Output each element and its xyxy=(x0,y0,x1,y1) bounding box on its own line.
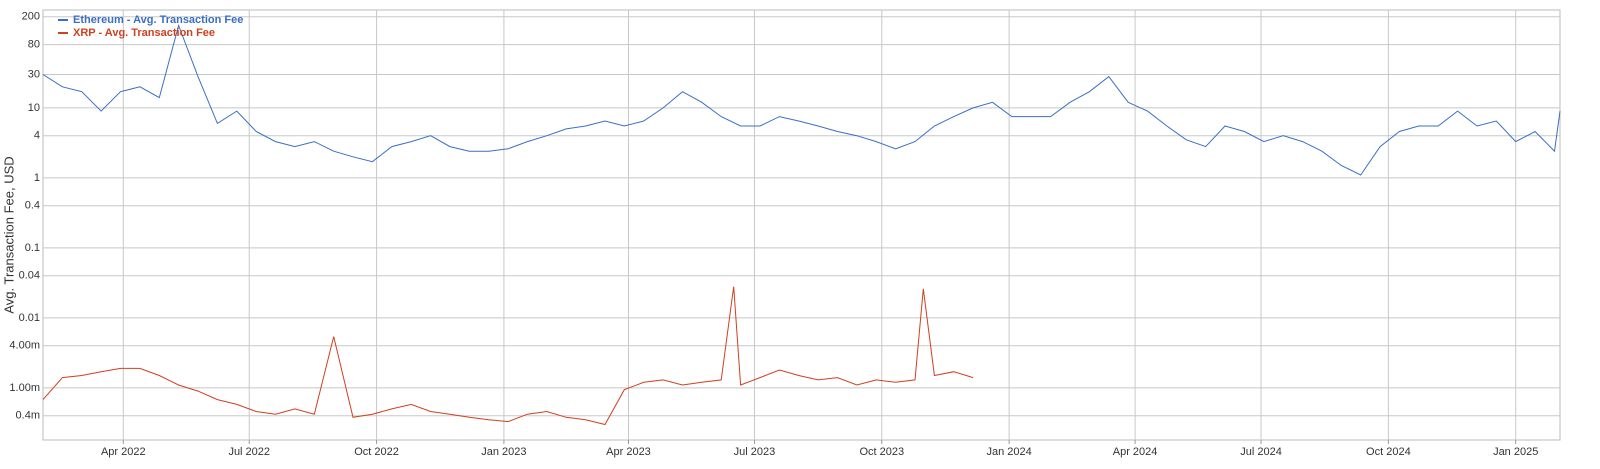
y-tick-label: 80 xyxy=(28,39,40,51)
x-tick-label: Oct 2023 xyxy=(859,446,904,458)
legend-label: Ethereum - Avg. Transaction Fee xyxy=(73,14,243,26)
y-tick-label: 4 xyxy=(34,130,40,142)
x-tick-label: Apr 2022 xyxy=(101,446,146,458)
x-tick-label: Jan 2024 xyxy=(986,446,1031,458)
x-tick-label: Jan 2025 xyxy=(1493,446,1538,458)
y-tick-label: 10 xyxy=(28,102,40,114)
x-tick-label: Jul 2022 xyxy=(228,446,270,458)
x-tick-label: Apr 2023 xyxy=(606,446,651,458)
y-tick-label: 0.4m xyxy=(16,410,40,422)
series-line xyxy=(42,286,974,426)
y-tick-label: 30 xyxy=(28,68,40,80)
x-tick-label: Apr 2024 xyxy=(1113,446,1158,458)
legend-label: XRP - Avg. Transaction Fee xyxy=(73,27,215,39)
x-tick-label: Jul 2023 xyxy=(734,446,776,458)
y-tick-label: 0.1 xyxy=(25,242,40,254)
y-tick-label: 1.00m xyxy=(9,382,40,394)
y-tick-label: 200 xyxy=(22,11,40,23)
y-tick-label: 1 xyxy=(34,172,40,184)
x-tick-label: Oct 2024 xyxy=(1366,446,1411,458)
x-tick-label: Jul 2024 xyxy=(1240,446,1282,458)
y-tick-label: 0.01 xyxy=(19,312,40,324)
y-axis-label: Avg. Transaction Fee, USD xyxy=(1,156,16,313)
plot-frame xyxy=(42,9,1561,441)
x-tick-label: Oct 2022 xyxy=(354,446,399,458)
y-tick-label: 4.00m xyxy=(9,340,40,352)
y-tick-label: 0.4 xyxy=(25,200,40,212)
series-line xyxy=(42,23,1561,176)
x-tick-label: Jan 2023 xyxy=(481,446,526,458)
y-tick-label: 0.04 xyxy=(19,270,40,282)
